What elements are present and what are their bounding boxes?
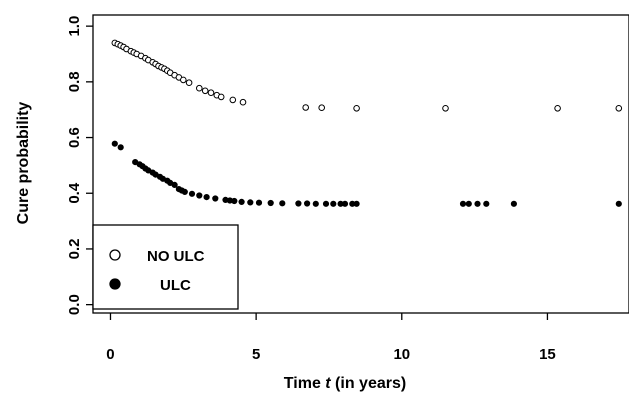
data-point: [267, 199, 274, 207]
data-point: [196, 84, 203, 92]
data-point: [231, 197, 238, 205]
legend: NO ULC ULC: [92, 224, 239, 310]
data-point: [312, 200, 319, 207]
data-point: [442, 105, 449, 112]
data-point: [353, 105, 360, 112]
data-point: [201, 87, 209, 95]
data-point: [279, 200, 286, 207]
data-point: [171, 181, 178, 188]
data-point: [322, 200, 330, 207]
plot-frame: [92, 14, 629, 314]
data-point: [302, 104, 310, 111]
data-point: [318, 104, 326, 111]
x-tick-label: 5: [252, 346, 260, 363]
legend-marker-no-ulc: [109, 249, 121, 261]
data-point: [295, 200, 302, 207]
y-tick-label: 0.4: [66, 182, 83, 204]
y-tick-label: 0.8: [66, 71, 83, 92]
data-point: [554, 105, 561, 112]
data-point: [203, 194, 210, 201]
data-point: [229, 96, 237, 104]
y-tick-label: 0.6: [66, 127, 83, 148]
series-no-ulc: [111, 39, 623, 112]
legend-label-ulc: ULC: [160, 277, 191, 294]
axes-layer: 0 5 10 15 0.0 0.2 0.4 0.6 0.8 1.0: [66, 16, 556, 363]
y-tick-label: 0.0: [66, 294, 83, 315]
legend-marker-ulc: [109, 278, 121, 290]
data-point: [217, 93, 225, 101]
y-tick-label: 1.0: [66, 16, 83, 37]
data-point: [117, 144, 124, 151]
data-point: [207, 89, 215, 96]
data-point: [465, 200, 472, 207]
y-axis-title: Cure probability: [15, 102, 32, 225]
data-point: [341, 200, 349, 207]
data-point: [247, 199, 254, 206]
data-point: [615, 105, 623, 112]
x-tick-label: 0: [106, 346, 114, 363]
data-point: [212, 195, 219, 202]
data-point: [255, 199, 263, 206]
data-point: [330, 200, 337, 207]
data-point: [238, 198, 245, 205]
data-point: [459, 200, 467, 207]
data-point: [188, 190, 196, 197]
series-ulc: [111, 140, 622, 207]
points-layer: [111, 39, 623, 207]
y-axis: 0.0 0.2 0.4 0.6 0.8 1.0: [66, 16, 93, 315]
data-point: [185, 79, 193, 86]
data-point: [615, 200, 622, 207]
data-point: [181, 188, 188, 195]
data-point: [111, 140, 118, 147]
data-point: [239, 98, 247, 106]
data-point: [196, 192, 203, 199]
y-tick-label: 0.2: [66, 239, 83, 260]
plot-area: [92, 14, 629, 314]
x-axis-title: Time t (in years): [284, 375, 406, 392]
data-point: [483, 200, 490, 207]
data-point: [180, 76, 187, 84]
data-point: [353, 200, 360, 207]
x-axis: 0 5 10 15: [106, 313, 556, 363]
x-tick-label: 15: [539, 346, 556, 363]
data-point: [510, 200, 518, 207]
x-tick-label: 10: [393, 346, 410, 363]
data-point: [304, 200, 311, 207]
data-point: [474, 200, 481, 207]
legend-box: [92, 224, 239, 310]
legend-label-no-ulc: NO ULC: [147, 248, 205, 265]
